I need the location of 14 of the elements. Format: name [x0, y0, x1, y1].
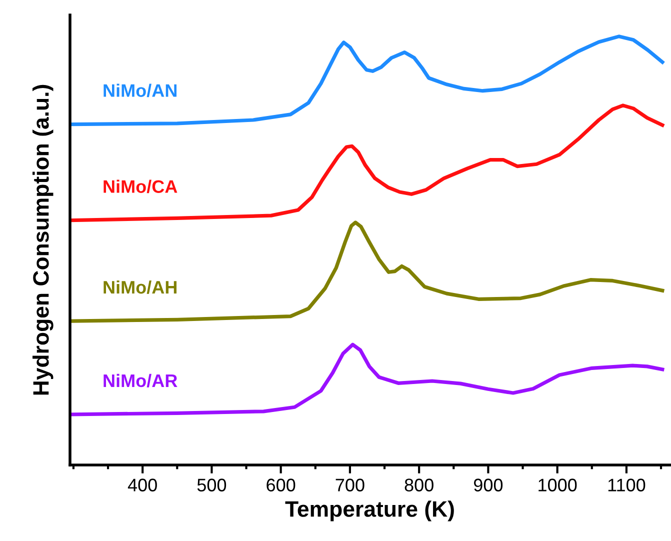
x-tick-label: 400	[128, 478, 157, 492]
series-label: NiMo/AR	[104, 374, 178, 388]
series-label: NiMo/AH	[104, 280, 176, 294]
series-label: NiMo/AN	[104, 84, 176, 98]
x-tick-label: 600	[266, 478, 296, 492]
x-tick-label: 1000	[538, 478, 577, 492]
x-tick-label: 800	[404, 478, 434, 492]
series-label: NiMo/CA	[104, 180, 178, 194]
x-tick-label: 700	[336, 478, 364, 492]
x-tick-label: 900	[474, 478, 503, 492]
x-axis-title: Temperature (K)	[285, 500, 454, 522]
x-tick-label: 1100	[608, 478, 646, 492]
y-axis-title: Hydrogen Consumption (a.u.)	[32, 84, 54, 395]
x-tick-label: 500	[197, 478, 226, 492]
